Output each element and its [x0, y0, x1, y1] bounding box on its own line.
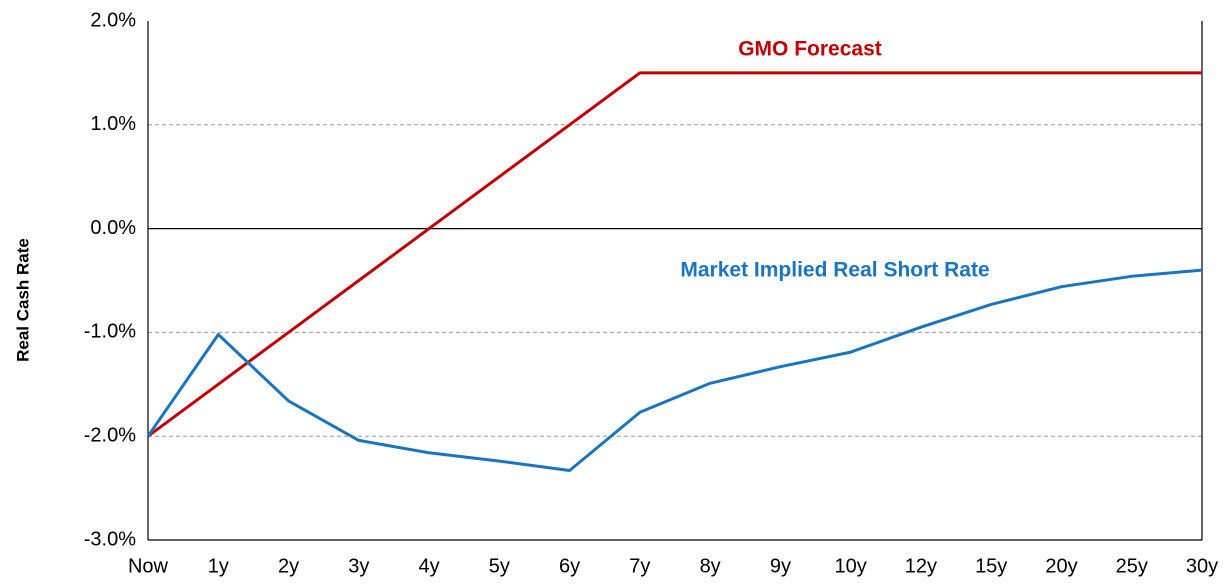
x-tick-label: 20y: [1045, 555, 1077, 577]
y-tick-label: -1.0%: [84, 321, 136, 343]
y-tick-label: 2.0%: [90, 9, 136, 31]
y-tick-label: -3.0%: [84, 528, 136, 550]
x-tick-label: 1y: [208, 555, 229, 577]
x-tick-label: Now: [128, 555, 169, 577]
y-tick-label: -2.0%: [84, 424, 136, 446]
x-tick-label: 15y: [975, 555, 1007, 577]
x-tick-label: 6y: [559, 555, 580, 577]
x-tick-label: 12y: [905, 555, 937, 577]
series-line: [147, 71, 1202, 438]
x-tick-label: 30y: [1186, 555, 1218, 577]
series-label: Market Implied Real Short Rate: [680, 259, 989, 282]
y-axis-label: Real Cash Rate: [13, 238, 32, 362]
y-tick-label: 1.0%: [90, 113, 136, 135]
x-tick-label: 7y: [629, 555, 650, 577]
x-tick-label: 9y: [770, 555, 791, 577]
y-tick-label: 0.0%: [90, 217, 136, 239]
x-tick-label: 10y: [835, 555, 867, 577]
series-label: GMO Forecast: [738, 38, 882, 61]
x-tick-label: 2y: [278, 555, 299, 577]
series-line: [146, 268, 1203, 472]
x-tick-label: 5y: [489, 555, 510, 577]
x-tick-label: 3y: [348, 555, 369, 577]
x-tick-label: 4y: [419, 555, 440, 577]
x-tick-label: 25y: [1116, 555, 1148, 577]
x-tick-label: 8y: [700, 555, 721, 577]
